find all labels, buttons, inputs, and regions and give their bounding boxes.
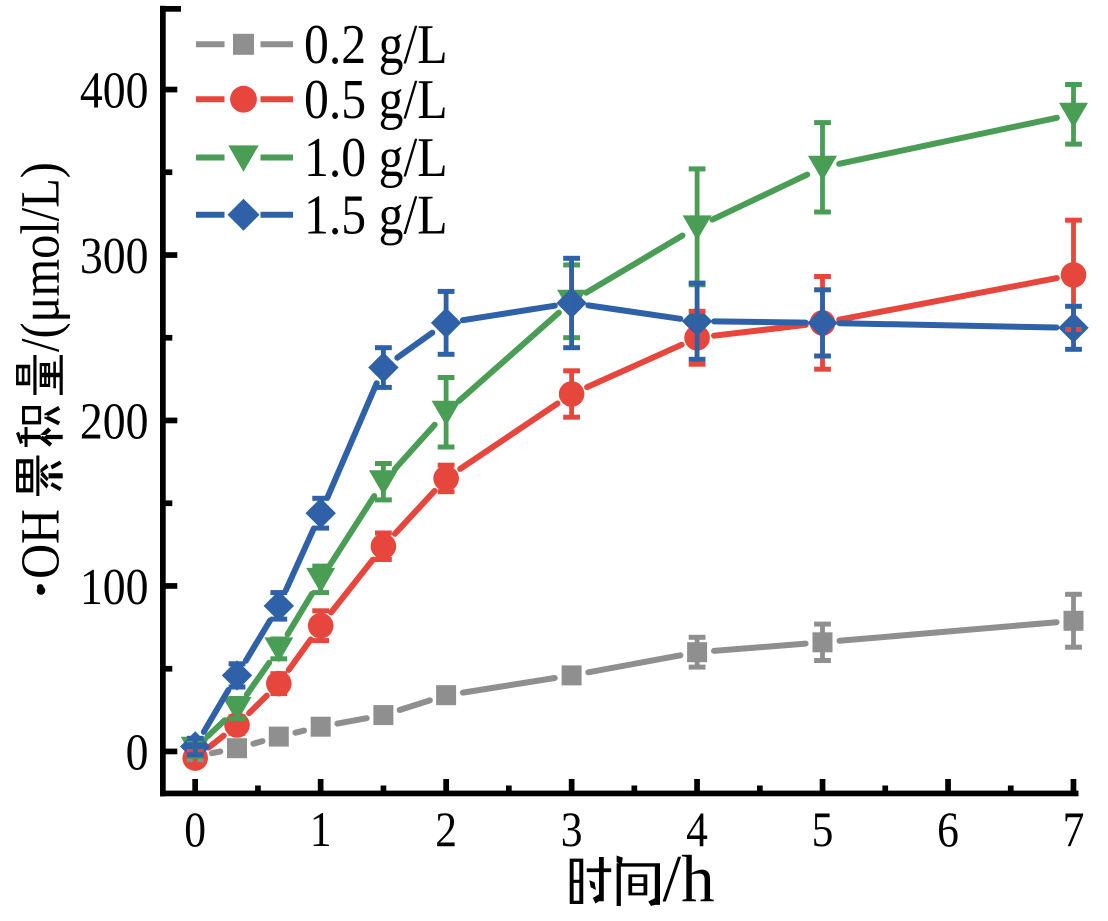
svg-text:1: 1 [310, 802, 332, 857]
svg-text:200: 200 [80, 392, 149, 450]
svg-text:/(μmol/L): /(μmol/L) [11, 162, 72, 352]
svg-text:7: 7 [1063, 802, 1085, 857]
svg-text:1.5 g/L: 1.5 g/L [304, 183, 448, 246]
svg-text:1.0 g/L: 1.0 g/L [304, 126, 448, 189]
svg-text:100: 100 [80, 557, 149, 615]
svg-text:/h: /h [663, 842, 715, 916]
svg-text:6: 6 [937, 802, 959, 857]
svg-text:300: 300 [80, 226, 149, 284]
svg-text:3: 3 [561, 802, 583, 857]
svg-text:0.2 g/L: 0.2 g/L [304, 13, 448, 76]
svg-text:0: 0 [126, 723, 149, 781]
svg-text:4: 4 [686, 802, 708, 857]
svg-text:5: 5 [812, 802, 834, 857]
svg-text:·OH: ·OH [11, 509, 72, 595]
svg-text:400: 400 [80, 61, 149, 119]
svg-text:0.5 g/L: 0.5 g/L [304, 68, 448, 131]
svg-text:2: 2 [435, 802, 457, 857]
svg-text:0: 0 [184, 802, 206, 857]
